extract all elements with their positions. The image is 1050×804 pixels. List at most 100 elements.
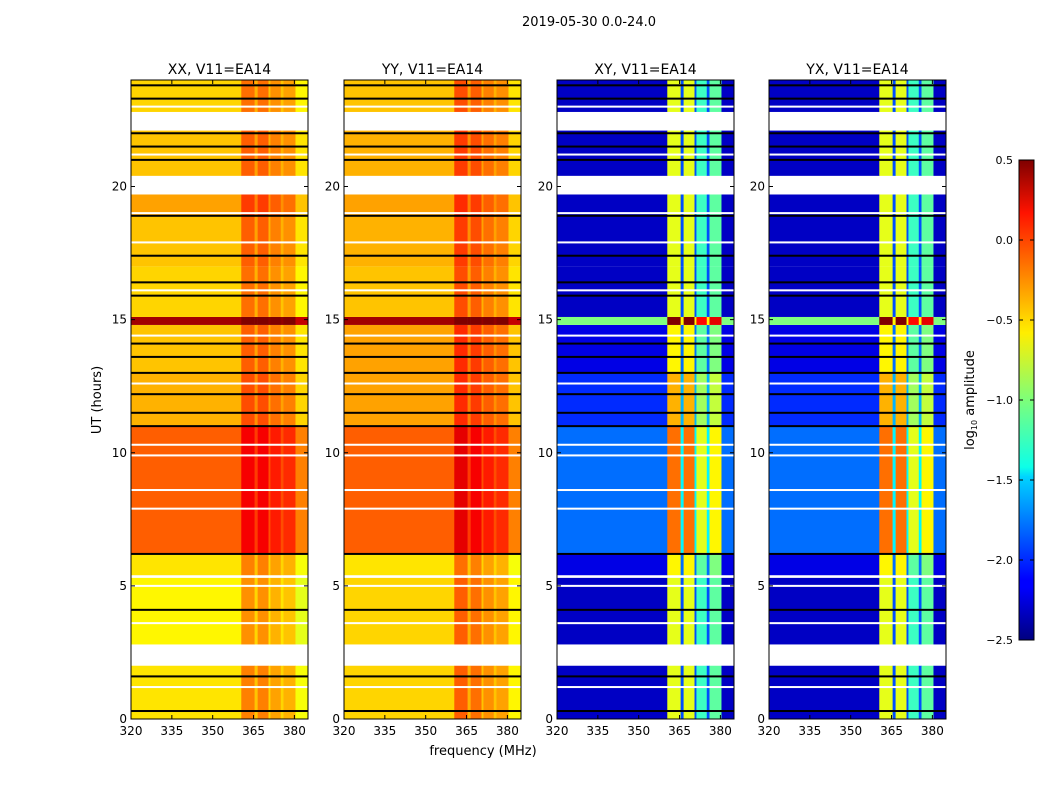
heatmap-cell [680,665,684,719]
heatmap-cell [295,553,309,576]
heatmap-cell [493,372,497,427]
y-tick-label: 0 [545,712,553,726]
flagged-row-white [769,212,946,215]
heatmap-cell [721,80,735,112]
heatmap-cell [694,130,697,176]
flagged-row-white [344,489,521,492]
heatmap-cell [908,553,920,576]
heatmap-cell [280,372,284,427]
heatmap-cell [557,215,668,267]
heatmap-cell [254,194,258,216]
heatmap-cell [667,266,681,317]
flagged-row-black [344,158,521,161]
heatmap-cell [908,316,920,325]
flagged-row-black [131,281,308,284]
x-tick-label: 350 [201,724,224,738]
heatmap-cell [683,316,695,325]
heatmap-cell [683,553,695,576]
heatmap-cell [280,324,284,373]
heatmap-cell [906,577,909,645]
heatmap-cell [496,316,509,325]
heatmap-cell [696,130,708,176]
heatmap-cell [667,80,681,112]
panel-xx: XX, V11=EA14 320 335 350 365 380 0 5 10 15 20 [112,62,309,738]
heatmap-cell [696,665,708,719]
heatmap-cell [257,194,269,216]
x-tick-label: 365 [880,724,903,738]
heatmap-cell [667,215,681,267]
colorbar-tick-label: −2.5 [986,634,1013,647]
panel-frame [556,79,735,720]
heatmap-cell [908,266,920,317]
flagged-row-black [131,393,308,396]
heatmap-cell [344,215,455,267]
heatmap-cell [918,577,922,645]
x-tick-label: 320 [120,724,143,738]
flagged-row-white [344,382,521,385]
flagged-row-white [557,584,734,587]
heatmap-cell [241,215,255,267]
flagged-row-black [131,84,308,87]
heatmap-cell [667,665,681,719]
heatmap-cell [906,80,909,112]
heatmap-cell [131,577,242,645]
y-tick-label: 5 [332,579,340,593]
heatmap-cell [508,316,522,325]
flagged-row-white [769,584,946,587]
heatmap-cell [454,665,468,719]
colorbar-tick-label: −1.0 [986,394,1013,407]
heatmap-cell [241,316,255,325]
heatmap-cell [280,665,284,719]
heatmap-cell [933,665,947,719]
heatmap-cell [254,553,258,576]
heatmap-cell [254,372,258,427]
flagged-row-black [769,158,946,161]
heatmap-cell [283,266,296,317]
heatmap-cell [467,577,471,645]
heatmap-cell [895,266,907,317]
flagged-row-black [131,425,308,428]
y-tick-label: 10 [325,446,340,460]
heatmap-cell [268,266,271,317]
heatmap-cell [933,553,947,576]
flagged-row-white [557,241,734,244]
flagged-row-black [131,145,308,148]
heatmap-cell [895,577,907,645]
heatmap-cell [895,665,907,719]
flagged-row-black [557,342,734,345]
heatmap-cell [280,577,284,645]
flagged-row-white [131,212,308,215]
heatmap-cell [508,665,522,719]
heatmap-cell [921,80,934,112]
flagged-row-black [131,294,308,297]
flagged-row-black [557,675,734,678]
colorbar: 0.5 0.0 −0.5 −1.0 −1.5 −2.0 −2.5 log10 amplitu… [963,154,1035,647]
heatmap-cell [481,80,484,112]
heatmap-cell [921,266,934,317]
heatmap-cell [496,80,509,112]
heatmap-cell [892,577,896,645]
heatmap-cell [709,553,722,576]
heatmap-cell [721,372,735,427]
flagged-row-black [344,145,521,148]
heatmap-cell [696,316,708,325]
heatmap-cell [280,130,284,176]
flagged-row-white [769,382,946,385]
flagged-row-black [131,710,308,713]
heatmap-cell [921,130,934,176]
heatmap-cell [895,130,907,176]
heatmap-cell [696,577,708,645]
heatmap-cell [895,215,907,267]
heatmap-cell [683,266,695,317]
heatmap-cell [667,324,681,373]
heatmap-cell [921,194,934,216]
flagged-row-white [769,153,946,156]
flagged-row-white [344,507,521,510]
flagged-row-black [557,97,734,100]
heatmap-cell [493,80,497,112]
heatmap-cell [769,553,880,576]
heatmap-cell [481,194,484,216]
flagged-row-white [131,622,308,625]
heatmap-cell [892,215,896,267]
heatmap-cell [467,80,471,112]
